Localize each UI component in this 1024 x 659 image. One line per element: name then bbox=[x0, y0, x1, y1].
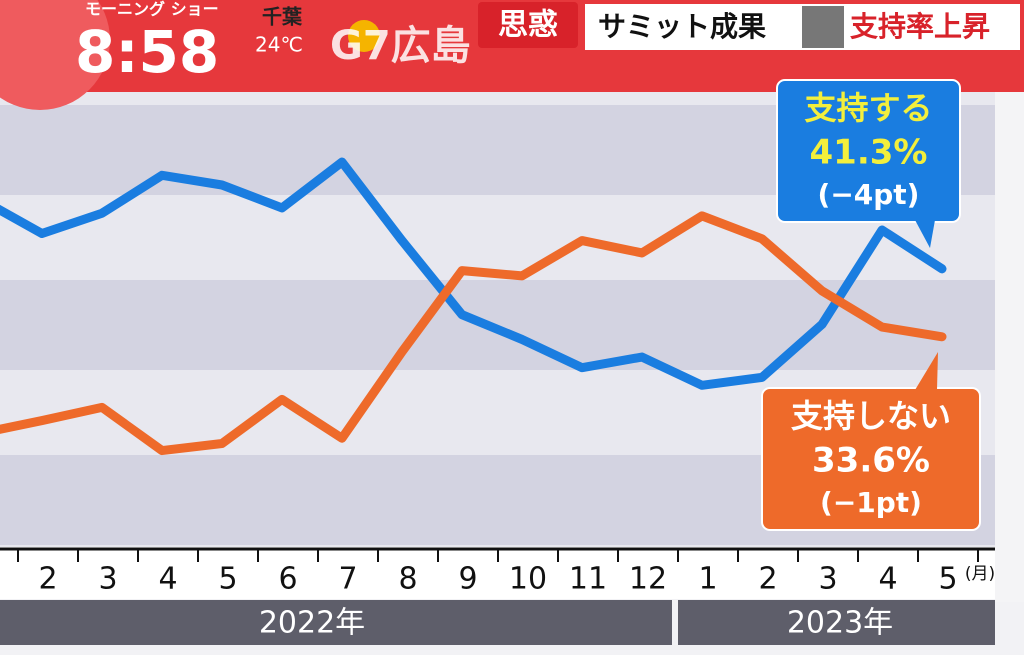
x-tick-label: 7 bbox=[338, 562, 357, 597]
x-tick-label: 5 bbox=[938, 562, 957, 597]
x-tick-label: 2 bbox=[758, 562, 777, 597]
x-tick-label: 9 bbox=[458, 562, 477, 597]
x-tick-label: 11 bbox=[569, 562, 607, 597]
tag: 思惑 bbox=[498, 8, 558, 43]
series-line bbox=[0, 211, 947, 456]
clock: 8:58 bbox=[75, 18, 219, 86]
x-tick-label: 12 bbox=[629, 562, 667, 597]
temperature: 24℃ bbox=[255, 33, 303, 57]
callout-tail bbox=[915, 352, 938, 390]
change-label: (−1pt) bbox=[820, 486, 922, 519]
x-tick-label: 2 bbox=[38, 562, 57, 597]
right-margin bbox=[995, 92, 1024, 602]
headline: G7広島 bbox=[330, 23, 471, 69]
tag-box bbox=[478, 2, 578, 48]
value-label: 33.6% bbox=[812, 441, 930, 481]
x-tick-label: 5 bbox=[218, 562, 237, 597]
logo-circle bbox=[0, 0, 110, 110]
highlight: 支持率上昇 bbox=[850, 10, 990, 43]
year-label: 2023年 bbox=[787, 606, 893, 641]
callout-box bbox=[761, 387, 981, 531]
legend-label: 支持しない bbox=[791, 397, 951, 435]
x-tick-label: 3 bbox=[818, 562, 837, 597]
portrait bbox=[802, 6, 844, 48]
x-tick-label: 1 bbox=[698, 562, 717, 597]
change-label: (−4pt) bbox=[818, 178, 920, 211]
year-band bbox=[0, 600, 672, 645]
callout-tail bbox=[915, 220, 935, 248]
x-tick-label: 4 bbox=[878, 562, 897, 597]
weather-city: 千葉 bbox=[262, 5, 303, 29]
subtitle: サミット成果 bbox=[598, 10, 766, 43]
x-tick-label: 8 bbox=[398, 562, 417, 597]
year-band bbox=[678, 600, 995, 645]
x-tick-label: 6 bbox=[278, 562, 297, 597]
x-tick-label: 4 bbox=[158, 562, 177, 597]
legend-label: 支持する bbox=[804, 89, 932, 127]
x-tick-label: 10 bbox=[509, 562, 547, 597]
callout-box bbox=[776, 79, 961, 223]
x-unit: (月) bbox=[965, 564, 995, 584]
series-line bbox=[0, 157, 947, 390]
show-name: モーニング ショー bbox=[85, 0, 219, 19]
value-label: 41.3% bbox=[810, 133, 928, 173]
year-label: 2022年 bbox=[259, 606, 365, 641]
sun-icon bbox=[348, 20, 380, 52]
x-tick-label: 3 bbox=[98, 562, 117, 597]
